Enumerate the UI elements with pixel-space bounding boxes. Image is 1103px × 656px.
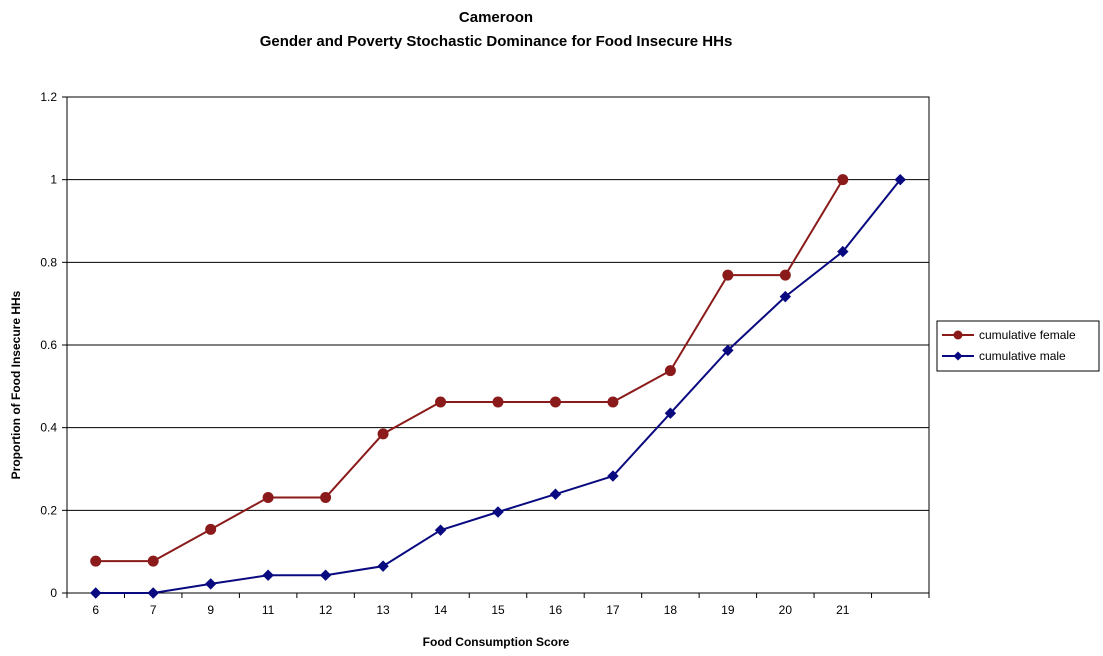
y-tick-label: 0.8 xyxy=(40,255,57,269)
chart-title-group: Cameroon Gender and Poverty Stochastic D… xyxy=(260,9,733,50)
data-point-male xyxy=(204,578,217,590)
data-point-female xyxy=(320,492,332,504)
x-tick-label: 7 xyxy=(150,603,157,617)
data-point-male xyxy=(549,488,562,500)
series-line-female xyxy=(95,179,844,563)
y-axis-title: Proportion of Food Insecure HHs xyxy=(9,290,23,479)
data-point-female xyxy=(492,396,504,408)
x-tick-label: 17 xyxy=(606,603,620,617)
x-tick-label: 18 xyxy=(664,603,678,617)
data-point-male xyxy=(894,173,906,186)
data-point-female xyxy=(377,428,389,440)
legend: cumulative female cumulative male xyxy=(936,320,1100,372)
plot-area: 0 0.2 0.4 0.6 0.8 1 1.2 6 7 9 11 12 13 14 15 16 17 18 19 20… xyxy=(40,90,930,617)
data-point-male xyxy=(147,587,159,599)
data-point-female xyxy=(435,396,447,408)
y-tick-label: 1 xyxy=(50,173,57,187)
x-tick-label: 6 xyxy=(92,603,99,617)
legend-label-female: cumulative female xyxy=(979,328,1076,342)
data-point-female xyxy=(90,555,102,567)
legend-marker-female xyxy=(953,330,963,340)
x-tick-label: 15 xyxy=(491,603,505,617)
data-point-male xyxy=(664,407,677,419)
data-point-male xyxy=(607,470,619,482)
x-tick-label: 11 xyxy=(262,603,275,617)
data-point-female xyxy=(147,555,159,567)
chart-title-line2: Gender and Poverty Stochastic Dominance … xyxy=(260,33,733,50)
x-axis-title: Food Consumption Score xyxy=(423,635,570,649)
x-tick-label: 13 xyxy=(376,603,390,617)
chart-title-line1: Cameroon xyxy=(459,9,533,26)
legend-label-male: cumulative male xyxy=(979,349,1066,363)
x-tick-label: 16 xyxy=(549,603,563,617)
data-point-female xyxy=(607,396,619,408)
y-tick-label: 1.2 xyxy=(40,90,57,104)
data-point-female xyxy=(262,492,274,504)
data-point-male xyxy=(90,587,102,599)
y-tick-label: 0.6 xyxy=(40,338,57,352)
x-tick-label: 20 xyxy=(779,603,793,617)
legend-marker-male xyxy=(953,351,963,361)
data-point-male xyxy=(319,569,332,581)
y-tick-label: 0.4 xyxy=(40,421,57,435)
data-point-female xyxy=(837,174,849,186)
x-tick-label: 21 xyxy=(836,603,850,617)
x-tick-label: 9 xyxy=(207,603,214,617)
legend-box xyxy=(936,320,1100,372)
data-point-female xyxy=(779,269,791,281)
data-point-female xyxy=(664,365,676,377)
data-point-male xyxy=(837,245,849,258)
data-point-male xyxy=(779,290,792,303)
x-tick-label: 14 xyxy=(434,603,448,617)
data-point-male xyxy=(492,506,504,518)
y-tick-label: 0 xyxy=(50,586,57,600)
data-point-female xyxy=(205,523,217,535)
x-tick-label: 19 xyxy=(721,603,735,617)
x-tick-label: 12 xyxy=(319,603,333,617)
y-tick-label: 0.2 xyxy=(40,503,57,517)
data-point-female xyxy=(722,269,734,281)
data-point-female xyxy=(549,396,561,408)
data-point-male xyxy=(262,569,274,581)
data-point-male xyxy=(722,344,734,357)
data-point-male xyxy=(434,524,447,536)
data-point-male xyxy=(377,560,389,572)
